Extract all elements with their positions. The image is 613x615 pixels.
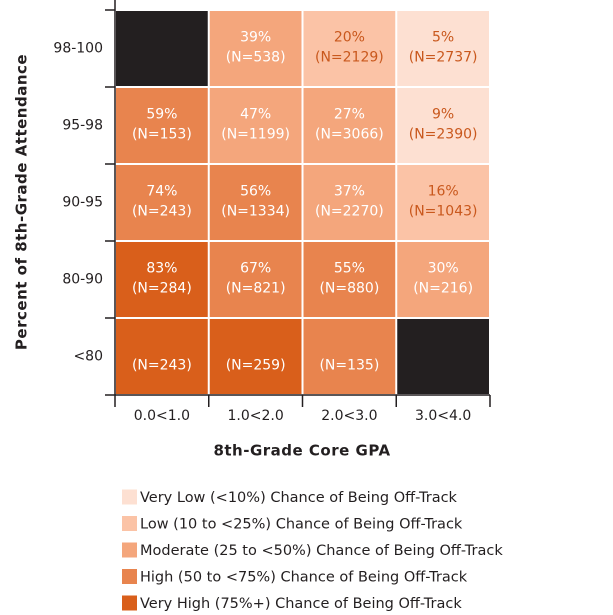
cell-value-label: 59%	[146, 107, 177, 123]
cell	[397, 88, 489, 163]
cell-value-label: 5%	[432, 30, 454, 46]
cell	[397, 242, 489, 317]
cell	[209, 165, 302, 240]
y-tick-label: 80-90	[62, 272, 103, 288]
cell	[397, 165, 489, 240]
cell-value-label: 27%	[334, 107, 365, 123]
legend-swatch	[122, 569, 137, 584]
y-tick-label: 90-95	[62, 195, 103, 211]
cell	[116, 165, 208, 240]
legend-label: Low (10 to <25%) Chance of Being Off-Tra…	[140, 517, 463, 533]
cell-count-label: (N=284)	[132, 281, 192, 297]
cell-count-label: (N=1199)	[221, 127, 290, 143]
cell-count-label: (N=880)	[319, 281, 379, 297]
cell-value-label: 67%	[240, 261, 271, 277]
cell-count-label: (N=2270)	[315, 204, 384, 220]
cell	[116, 242, 208, 317]
cell	[303, 319, 396, 394]
legend-label: High (50 to <75%) Chance of Being Off-Tr…	[140, 570, 468, 586]
cell-value-label: 37%	[334, 184, 365, 200]
cell-count-label: (N=259)	[226, 358, 286, 374]
cell	[397, 11, 489, 86]
cell	[303, 88, 396, 163]
y-tick-label: <80	[73, 349, 103, 365]
cell	[116, 88, 208, 163]
legend-label: Moderate (25 to <50%) Chance of Being Of…	[140, 543, 503, 559]
cell-value-label: 39%	[240, 30, 271, 46]
legend-swatch	[122, 489, 137, 505]
cell-count-label: (N=153)	[132, 127, 192, 143]
cell	[303, 11, 396, 86]
cell-count-label: (N=1043)	[409, 204, 478, 220]
empty-cell	[397, 319, 489, 394]
cell	[209, 88, 302, 163]
cell-count-label: (N=2390)	[409, 127, 478, 143]
cell-count-label: (N=538)	[226, 50, 286, 66]
cell-value-label: 16%	[428, 184, 459, 200]
cell	[303, 165, 396, 240]
cell-count-label: (N=216)	[413, 281, 473, 297]
cell	[116, 319, 208, 394]
cell	[209, 242, 302, 317]
cell-count-label: (N=3066)	[315, 127, 384, 143]
y-tick-label: 95-98	[62, 118, 103, 134]
legend-swatch	[122, 595, 137, 611]
legend-swatch	[122, 542, 137, 558]
legend-label: Very High (75%+) Chance of Being Off-Tra…	[140, 596, 462, 612]
cell	[209, 11, 302, 86]
cell-count-label: (N=243)	[132, 204, 192, 220]
legend-swatch	[122, 516, 137, 531]
cell-value-label: 20%	[334, 30, 365, 46]
y-tick-label: 98-100	[53, 41, 103, 57]
x-tick-label: 3.0<4.0	[415, 408, 471, 424]
cell-count-label: (N=821)	[226, 281, 286, 297]
cell	[209, 319, 302, 394]
cell-value-label: 55%	[334, 261, 365, 277]
x-tick-label: 2.0<3.0	[321, 408, 377, 424]
empty-cell	[116, 11, 208, 86]
cell-value-label: 47%	[240, 107, 271, 123]
cell-value-label: 74%	[146, 184, 177, 200]
x-tick-label: 1.0<2.0	[227, 408, 283, 424]
cell-count-label: (N=243)	[132, 358, 192, 374]
legend-label: Very Low (<10%) Chance of Being Off-Trac…	[140, 490, 458, 506]
cell-value-label: 56%	[240, 184, 271, 200]
cell-value-label: 9%	[432, 107, 454, 123]
cell	[303, 242, 396, 317]
x-axis-title: 8th-Grade Core GPA	[213, 442, 390, 460]
x-tick-label: 0.0<1.0	[134, 408, 190, 424]
cell-count-label: (N=135)	[319, 358, 379, 374]
cell-count-label: (N=2737)	[409, 50, 478, 66]
y-axis-title: Percent of 8th-Grade Attendance	[13, 54, 31, 350]
cell-value-label: 30%	[428, 261, 459, 277]
cell-count-label: (N=1334)	[221, 204, 290, 220]
cell-value-label: 83%	[146, 261, 177, 277]
cell-count-label: (N=2129)	[315, 50, 384, 66]
